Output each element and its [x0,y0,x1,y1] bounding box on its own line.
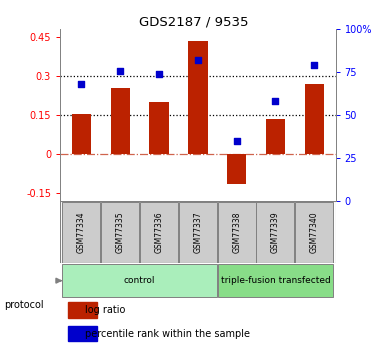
Text: protocol: protocol [4,300,43,310]
Point [117,68,123,73]
Bar [72,114,91,154]
Point [78,81,85,87]
FancyBboxPatch shape [256,202,294,263]
Text: log ratio: log ratio [85,305,125,315]
Point [272,99,279,104]
Bar [305,84,324,154]
Bar [227,154,246,184]
FancyBboxPatch shape [101,202,139,263]
Bar [188,41,208,154]
Text: triple-fusion transfected: triple-fusion transfected [221,276,330,285]
FancyBboxPatch shape [295,202,333,263]
FancyBboxPatch shape [179,202,217,263]
FancyBboxPatch shape [140,202,178,263]
Point [156,71,162,77]
Text: percentile rank within the sample: percentile rank within the sample [85,329,250,339]
Bar [68,326,97,341]
FancyBboxPatch shape [218,264,333,297]
Text: GSM77336: GSM77336 [154,211,164,253]
Bar [149,102,169,154]
Text: GSM77338: GSM77338 [232,211,241,253]
FancyBboxPatch shape [62,202,100,263]
Text: GDS2187 / 9535: GDS2187 / 9535 [139,16,249,29]
Text: GSM77339: GSM77339 [271,211,280,253]
Text: GSM77340: GSM77340 [310,211,319,253]
Text: GSM77334: GSM77334 [77,211,86,253]
Point [234,138,240,144]
Text: GSM77337: GSM77337 [193,211,203,253]
Text: GSM77335: GSM77335 [116,211,125,253]
Point [195,58,201,63]
Point [311,63,317,68]
FancyBboxPatch shape [62,264,217,297]
Bar [266,119,285,154]
FancyBboxPatch shape [218,202,256,263]
Text: control: control [124,276,156,285]
Bar [111,88,130,154]
Bar [68,303,97,318]
